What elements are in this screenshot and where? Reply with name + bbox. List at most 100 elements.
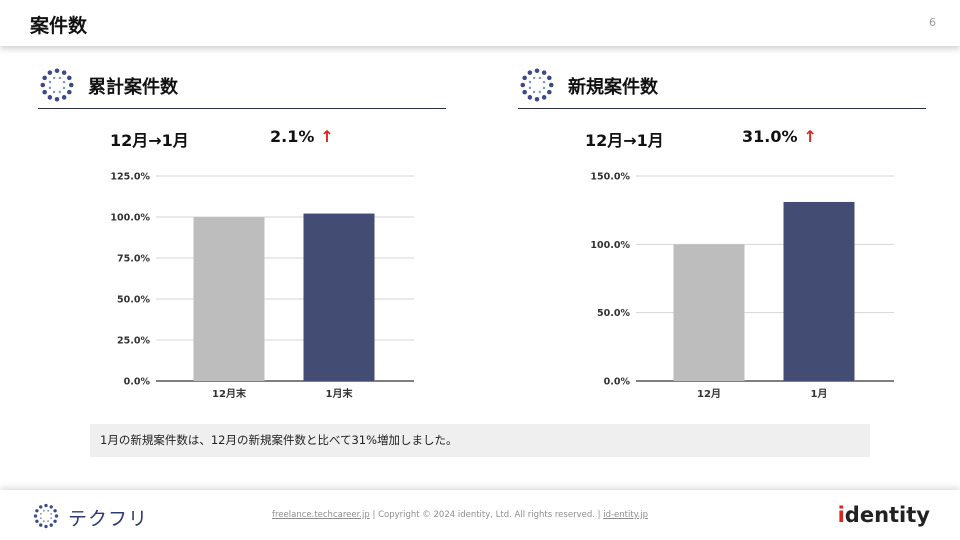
logo-dot xyxy=(47,95,53,100)
bar xyxy=(303,213,375,381)
y-tick-label: 50.0% xyxy=(117,295,150,306)
logo-dot xyxy=(44,524,48,529)
logo-dot xyxy=(538,90,542,94)
logo-dot xyxy=(47,509,50,512)
logo-dot xyxy=(39,523,43,527)
logo-dot xyxy=(50,512,53,515)
logo-dot xyxy=(67,89,72,95)
cumulative-bar-chart: 0.0% 25.0% 50.0% 75.0% 100.0% 125.0% 12月末 1月末 xyxy=(110,172,414,400)
logo-dot xyxy=(47,520,50,523)
logo-dot xyxy=(39,505,43,509)
period-label: 12月→1月 xyxy=(585,131,664,150)
logo-dot xyxy=(33,514,38,518)
logo-dot xyxy=(527,70,533,75)
logo-dot xyxy=(62,80,66,84)
logo-dot xyxy=(39,512,42,515)
y-tick-label: 100.0% xyxy=(590,240,630,251)
section-title: 累計案件数 xyxy=(88,77,178,98)
dots-logo-icon xyxy=(40,68,74,102)
new-cases-section: 新規案件数 12月→1月 31.0% ↑ 0.0% 50.0% 100.0% 150.0… xyxy=(518,64,926,400)
logo-dot xyxy=(49,523,53,527)
logo-dot xyxy=(40,82,46,88)
bar xyxy=(193,217,265,381)
y-tick-label: 75.0% xyxy=(117,254,150,265)
y-tick-label: 0.0% xyxy=(604,377,631,388)
logo-dot xyxy=(532,90,536,94)
identity-link[interactable]: id-entity.jp xyxy=(603,510,648,520)
logo-dot xyxy=(62,86,66,90)
logo-dot xyxy=(67,75,72,81)
logo-dot xyxy=(542,80,546,84)
logo-dot xyxy=(53,509,57,513)
section-title: 新規案件数 xyxy=(568,77,658,98)
page-number: 6 xyxy=(929,16,936,29)
dots-logo-icon xyxy=(33,503,59,529)
y-tick-label: 50.0% xyxy=(597,308,630,319)
logo-dot xyxy=(54,514,59,518)
change-value: 2.1% ↑ xyxy=(270,127,334,146)
logo-dot xyxy=(48,86,52,90)
logo-dot xyxy=(54,68,60,74)
logo-dot xyxy=(42,89,47,95)
copyright-text: Copyright © 2024 identity, Ltd. All righ… xyxy=(378,510,595,520)
logo-dot xyxy=(61,95,67,100)
logo-dot xyxy=(54,96,60,102)
logo-dot xyxy=(52,90,56,94)
x-tick-label: 12月 xyxy=(697,388,721,400)
logo-dot xyxy=(541,70,547,75)
logo-dot xyxy=(58,90,62,94)
x-tick-label: 1月 xyxy=(811,388,828,400)
logo-dot xyxy=(42,520,45,523)
logo-dot xyxy=(527,95,533,100)
slide-header: 案件数 6 xyxy=(0,0,960,46)
logo-dot xyxy=(68,82,74,88)
y-tick-label: 150.0% xyxy=(590,172,630,183)
logo-dot xyxy=(44,503,48,508)
logo-dot xyxy=(522,75,527,81)
brand-name: テクフリ xyxy=(68,508,149,530)
logo-dot xyxy=(522,89,527,95)
logo-dot xyxy=(35,509,39,513)
company-logo: identity xyxy=(837,503,930,527)
slide-footer: テクフリ freelance.techcareer.jp | Copyright… xyxy=(0,490,960,540)
logo-dot xyxy=(534,96,540,102)
logo-dot xyxy=(548,82,554,88)
logo-dot xyxy=(520,82,526,88)
copyright-line: freelance.techcareer.jp | Copyright © 20… xyxy=(272,510,648,520)
logo-dot xyxy=(42,509,45,512)
y-tick-label: 0.0% xyxy=(124,377,151,388)
logo-dot xyxy=(541,95,547,100)
section-header: 新規案件数 xyxy=(518,64,926,109)
cumulative-section: 累計案件数 12月→1月 2.1% ↑ 0.0% 25.0% 50.0% 75.0% 10… xyxy=(38,64,446,400)
x-tick-label: 1月末 xyxy=(326,387,354,400)
techcareer-link[interactable]: freelance.techcareer.jp xyxy=(272,510,370,520)
x-tick-label: 12月末 xyxy=(212,387,247,400)
up-arrow-icon: ↑ xyxy=(803,127,817,146)
up-arrow-icon: ↑ xyxy=(320,127,334,146)
logo-dot xyxy=(48,80,52,84)
logo-dot xyxy=(532,76,536,80)
logo-dot xyxy=(61,70,67,75)
logo-dot xyxy=(42,75,47,81)
logo-dot xyxy=(528,80,532,84)
logo-dot xyxy=(47,70,53,75)
change-value: 31.0% ↑ xyxy=(742,127,817,146)
page-title: 案件数 xyxy=(30,15,88,37)
logo-dot xyxy=(53,519,57,523)
y-tick-label: 25.0% xyxy=(117,336,150,347)
logo-dot xyxy=(39,517,42,520)
logo-dot xyxy=(542,86,546,90)
logo-dot xyxy=(49,505,53,509)
bar xyxy=(673,244,745,381)
y-tick-label: 100.0% xyxy=(110,213,150,224)
logo-dot xyxy=(547,89,552,95)
logo-dot xyxy=(58,76,62,80)
logo-dot xyxy=(534,68,540,74)
logo-dot xyxy=(547,75,552,81)
dots-logo-icon xyxy=(520,68,554,102)
bar xyxy=(783,201,855,381)
logo-dot xyxy=(538,76,542,80)
logo-dot xyxy=(35,519,39,523)
logo-dot xyxy=(52,76,56,80)
new-cases-bar-chart: 0.0% 50.0% 100.0% 150.0% 12月 1月 xyxy=(590,172,894,400)
